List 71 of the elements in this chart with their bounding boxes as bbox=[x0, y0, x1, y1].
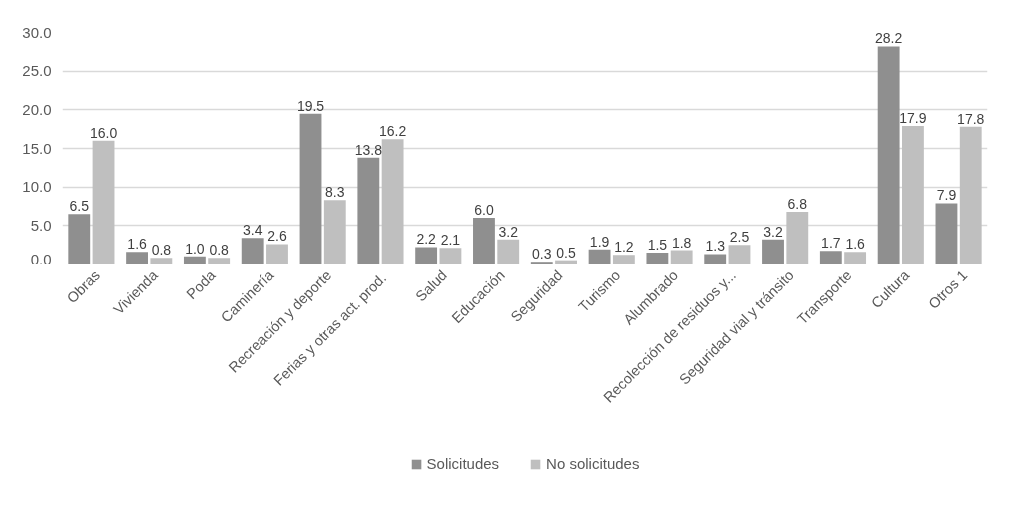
y-tick-label: 5.0 bbox=[30, 216, 52, 234]
bar bbox=[183, 256, 206, 264]
bar bbox=[150, 258, 173, 264]
bar bbox=[902, 126, 924, 264]
bar bbox=[959, 126, 982, 264]
bar bbox=[786, 211, 809, 264]
data-label: 7.9 bbox=[936, 187, 957, 204]
bar bbox=[670, 250, 693, 264]
data-label: 1.6 bbox=[127, 236, 148, 253]
bar bbox=[439, 248, 462, 264]
y-tick-label: 10.0 bbox=[22, 178, 52, 196]
data-label: 16.2 bbox=[378, 123, 407, 140]
bar bbox=[646, 252, 669, 264]
bar bbox=[357, 157, 380, 264]
data-label: 0.8 bbox=[209, 242, 230, 259]
bar bbox=[844, 252, 867, 264]
bar bbox=[473, 218, 495, 264]
data-label: 6.0 bbox=[474, 202, 494, 219]
y-tick-label: 20.0 bbox=[22, 100, 52, 118]
data-label: 6.8 bbox=[787, 195, 808, 212]
data-label: 16.0 bbox=[89, 124, 118, 141]
data-label: 1.5 bbox=[647, 236, 668, 253]
y-tick-label: 25.0 bbox=[22, 62, 52, 80]
data-label: 1.7 bbox=[821, 235, 841, 252]
data-label: 8.3 bbox=[325, 184, 345, 201]
y-tick-label: 0.0 bbox=[30, 250, 52, 268]
bar bbox=[762, 239, 784, 264]
data-label: 0.8 bbox=[151, 242, 172, 259]
bar bbox=[208, 258, 231, 264]
data-label: 0.3 bbox=[532, 246, 552, 263]
legend-label: Solicitudes bbox=[426, 455, 500, 472]
bar bbox=[704, 254, 727, 264]
data-label: 13.8 bbox=[354, 141, 383, 158]
bar bbox=[877, 46, 900, 264]
bar bbox=[266, 244, 288, 264]
data-label: 6.5 bbox=[69, 198, 90, 215]
legend-label: No solicitudes bbox=[546, 455, 640, 472]
bar bbox=[126, 252, 148, 264]
data-label: 2.6 bbox=[267, 228, 287, 245]
bar bbox=[381, 139, 404, 264]
bar bbox=[68, 214, 91, 264]
bar bbox=[819, 251, 842, 264]
bar bbox=[612, 255, 635, 264]
bar bbox=[241, 238, 264, 264]
data-label: 2.1 bbox=[440, 232, 461, 249]
bar bbox=[588, 249, 611, 264]
data-label: 0.5 bbox=[556, 244, 576, 261]
data-label: 19.5 bbox=[296, 97, 325, 114]
bar bbox=[497, 239, 520, 264]
data-label: 17.8 bbox=[957, 110, 985, 127]
bar bbox=[415, 247, 438, 264]
data-label: 3.2 bbox=[763, 223, 783, 240]
bar bbox=[299, 113, 322, 264]
data-label: 28.2 bbox=[875, 30, 903, 47]
data-label: 2.5 bbox=[729, 229, 750, 246]
y-tick-label: 15.0 bbox=[22, 139, 52, 157]
data-label: 1.3 bbox=[705, 238, 726, 255]
data-label: 3.4 bbox=[242, 222, 263, 239]
data-label: 3.2 bbox=[498, 223, 519, 240]
bar bbox=[935, 203, 958, 264]
data-label: 2.2 bbox=[416, 231, 437, 248]
data-label: 1.9 bbox=[589, 233, 610, 250]
data-label: 1.2 bbox=[614, 239, 634, 256]
data-label: 1.8 bbox=[671, 234, 692, 251]
data-label: 17.9 bbox=[899, 110, 927, 127]
data-label: 1.0 bbox=[185, 240, 205, 257]
y-tick-label: 30.0 bbox=[22, 23, 52, 41]
bar bbox=[323, 200, 346, 264]
bar bbox=[728, 245, 751, 264]
bar bbox=[92, 140, 115, 264]
data-label: 1.6 bbox=[845, 236, 866, 253]
